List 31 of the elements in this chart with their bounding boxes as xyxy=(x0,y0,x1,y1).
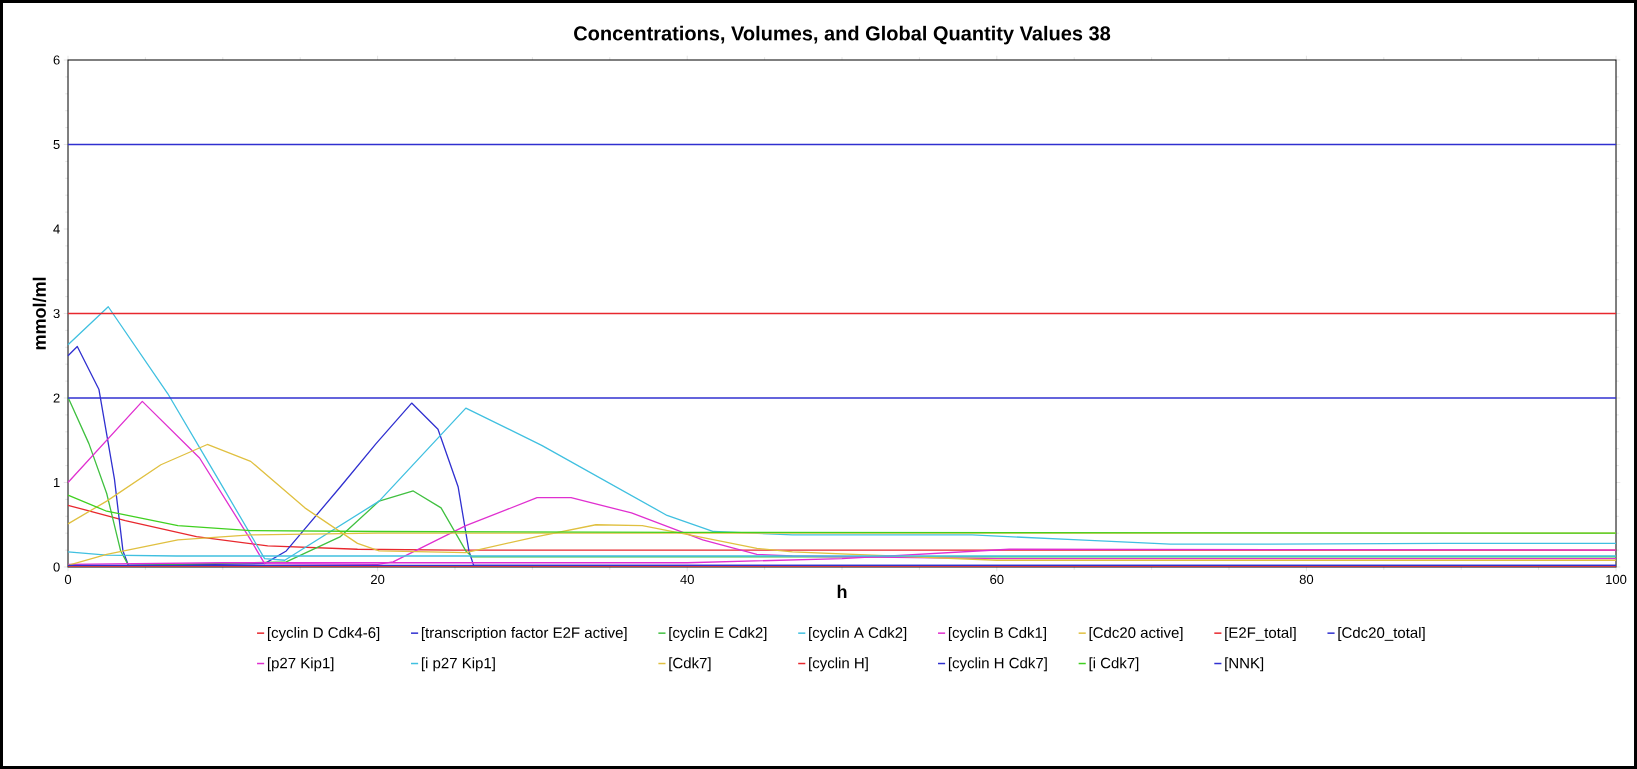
legend-label: [Cdc20 active] xyxy=(1089,626,1183,641)
y-tick-label: 1 xyxy=(53,478,60,487)
legend-label: [p27 Kip1] xyxy=(267,657,334,672)
x-tick-label: 20 xyxy=(371,574,385,584)
x-axis-title: h xyxy=(837,584,847,598)
legend-label: [cyclin B Cdk1] xyxy=(948,626,1046,641)
y-tick-label: 5 xyxy=(53,139,60,150)
y-tick-label: 6 xyxy=(53,55,60,65)
legend-label: [cyclin H] xyxy=(809,657,868,672)
y-axis-title: mmol/ml xyxy=(32,277,47,350)
y-tick-label: 2 xyxy=(53,393,60,403)
legend-label: [cyclin H Cdk7] xyxy=(948,657,1047,672)
x-tick-label: 40 xyxy=(680,574,694,584)
x-tick-label: 0 xyxy=(64,574,72,584)
y-tick-label: 0 xyxy=(53,562,60,572)
legend-label: [E2F_total] xyxy=(1225,626,1296,641)
legend-label: [Cdk7] xyxy=(669,657,711,672)
legend-label: [cyclin D Cdk4-6] xyxy=(267,626,380,641)
x-tick-label: 80 xyxy=(1299,574,1314,584)
y-tick-label: 3 xyxy=(53,308,60,319)
legend-label: [i p27 Kip1] xyxy=(421,657,495,672)
legend-label: [i Cdk7] xyxy=(1089,657,1139,672)
x-tick-label: 60 xyxy=(990,574,1004,584)
legend-label: [transcription factor E2F active] xyxy=(421,626,627,641)
legend-label: [NNK] xyxy=(1225,657,1264,672)
legend-label: [cyclin A Cdk2] xyxy=(809,626,907,641)
chart-title: Concentrations, Volumes, and Global Quantity Values 38 xyxy=(574,25,1111,45)
x-tick-label: 100 xyxy=(1606,574,1627,584)
y-tick-label: 4 xyxy=(53,224,60,234)
legend-label: [cyclin E Cdk2] xyxy=(669,626,767,641)
legend-label: [Cdc20_total] xyxy=(1338,626,1425,641)
